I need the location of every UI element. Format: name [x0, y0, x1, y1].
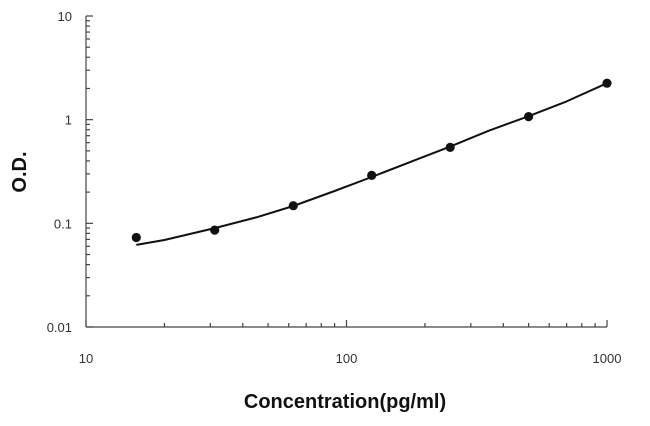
x-axis-ticks: 10 100 1000 [79, 320, 622, 366]
x-tick-label: 100 [336, 351, 358, 366]
data-point [367, 170, 377, 180]
axes [85, 16, 607, 328]
x-tick-label: 10 [79, 351, 93, 366]
data-point [445, 142, 455, 152]
y-tick-label: 0.1 [54, 216, 72, 231]
data-point [210, 225, 220, 235]
y-axis-title: O.D. [9, 151, 31, 192]
fitted-curve-line [136, 82, 608, 246]
y-tick-label: 1 [65, 113, 72, 128]
x-axis-title: Concentration(pg/ml) [244, 391, 446, 413]
y-axis-ticks: 0.01 0.1 1 10 [47, 9, 93, 335]
x-tick-label: 1000 [593, 351, 622, 366]
y-tick-label: 0.01 [47, 320, 72, 335]
data-point [524, 112, 534, 122]
data-point [602, 78, 612, 88]
y-tick-label: 10 [58, 9, 72, 24]
data-point [131, 232, 141, 243]
plot-area [131, 78, 612, 246]
data-point [288, 201, 298, 211]
